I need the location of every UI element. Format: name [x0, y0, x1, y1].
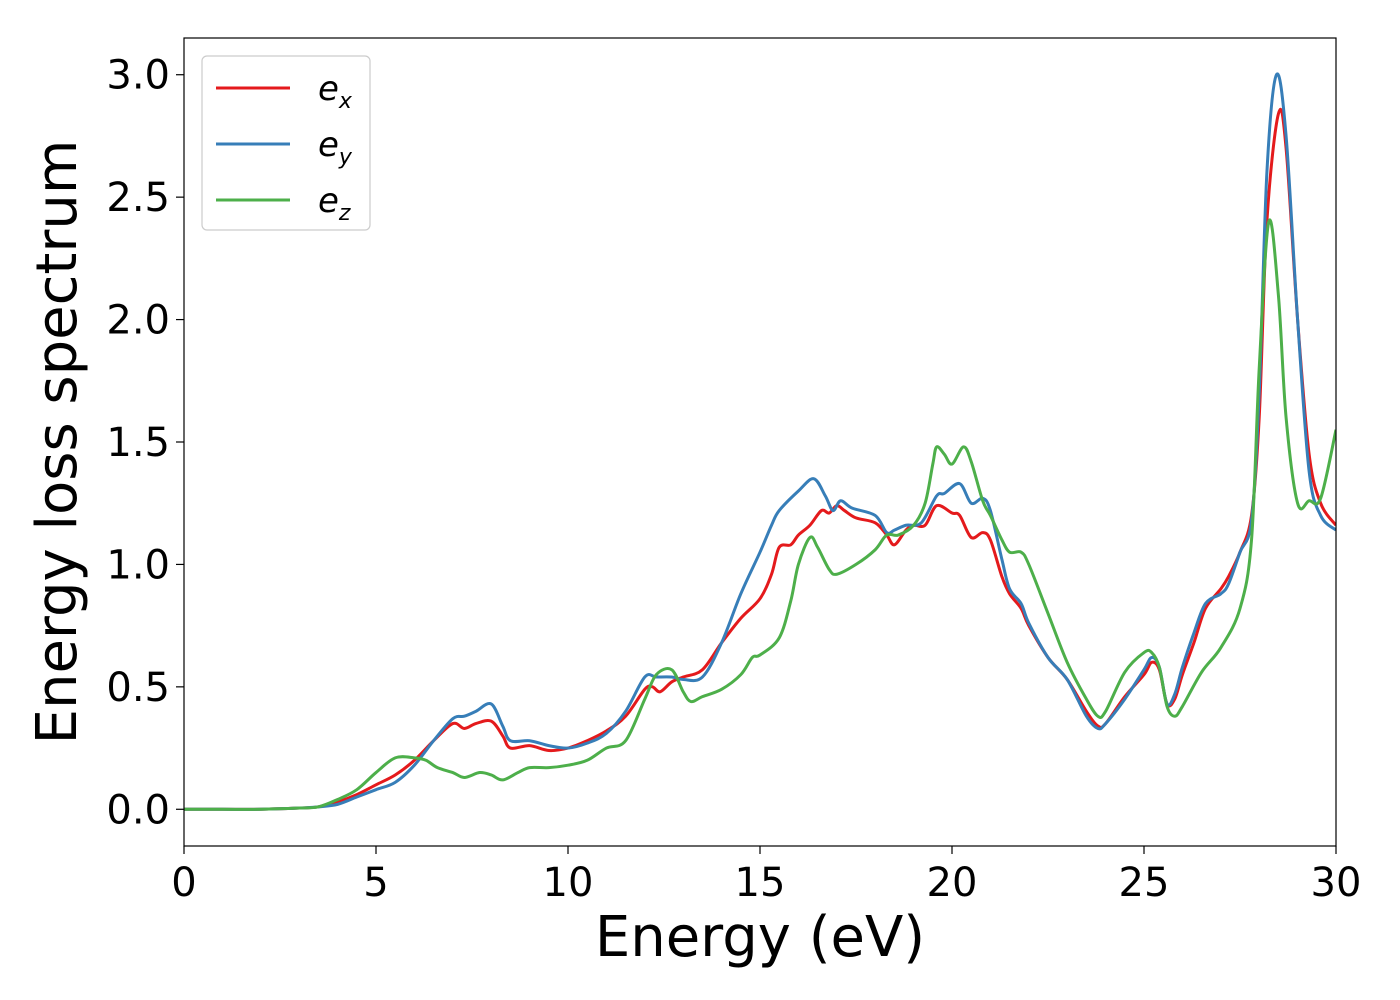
legend-label: ey	[318, 125, 353, 170]
legend-label-base: e	[318, 125, 339, 165]
y-axis-ticks: 0.0 0.5 1.0 1.5 2.0 2.5 3.0	[106, 53, 184, 833]
series-line-ez	[184, 218, 1336, 811]
x-tick-label: 15	[735, 860, 786, 906]
legend-label-subscript: z	[338, 201, 351, 226]
series-line-ex	[184, 107, 1336, 811]
legend-label-base: e	[318, 181, 339, 221]
y-tick-label: 0.0	[106, 787, 170, 833]
legend-label-subscript: x	[338, 89, 353, 114]
legend-label: ez	[318, 181, 351, 226]
y-tick-label: 1.5	[106, 420, 170, 466]
series-layer	[184, 72, 1336, 811]
x-tick-label: 20	[927, 860, 978, 906]
y-tick-label: 2.0	[106, 298, 170, 344]
y-tick-label: 0.5	[106, 665, 170, 711]
x-tick-label: 25	[1119, 860, 1170, 906]
y-tick-label: 1.0	[106, 542, 170, 588]
legend-label: ex	[318, 69, 353, 114]
legend-label-base: e	[318, 69, 339, 109]
series-line-ey	[184, 72, 1336, 811]
x-tick-label: 0	[171, 860, 196, 906]
x-axis-ticks: 0 5 10 15 20 25 30	[171, 846, 1361, 906]
y-axis-title: Energy loss spectrum	[25, 140, 90, 745]
y-tick-label: 3.0	[106, 53, 170, 99]
x-tick-label: 10	[543, 860, 594, 906]
x-tick-label: 30	[1311, 860, 1362, 906]
y-tick-label: 2.5	[106, 175, 170, 221]
x-tick-label: 5	[363, 860, 388, 906]
legend-label-subscript: y	[338, 145, 353, 170]
x-axis-title: Energy (eV)	[595, 905, 925, 970]
